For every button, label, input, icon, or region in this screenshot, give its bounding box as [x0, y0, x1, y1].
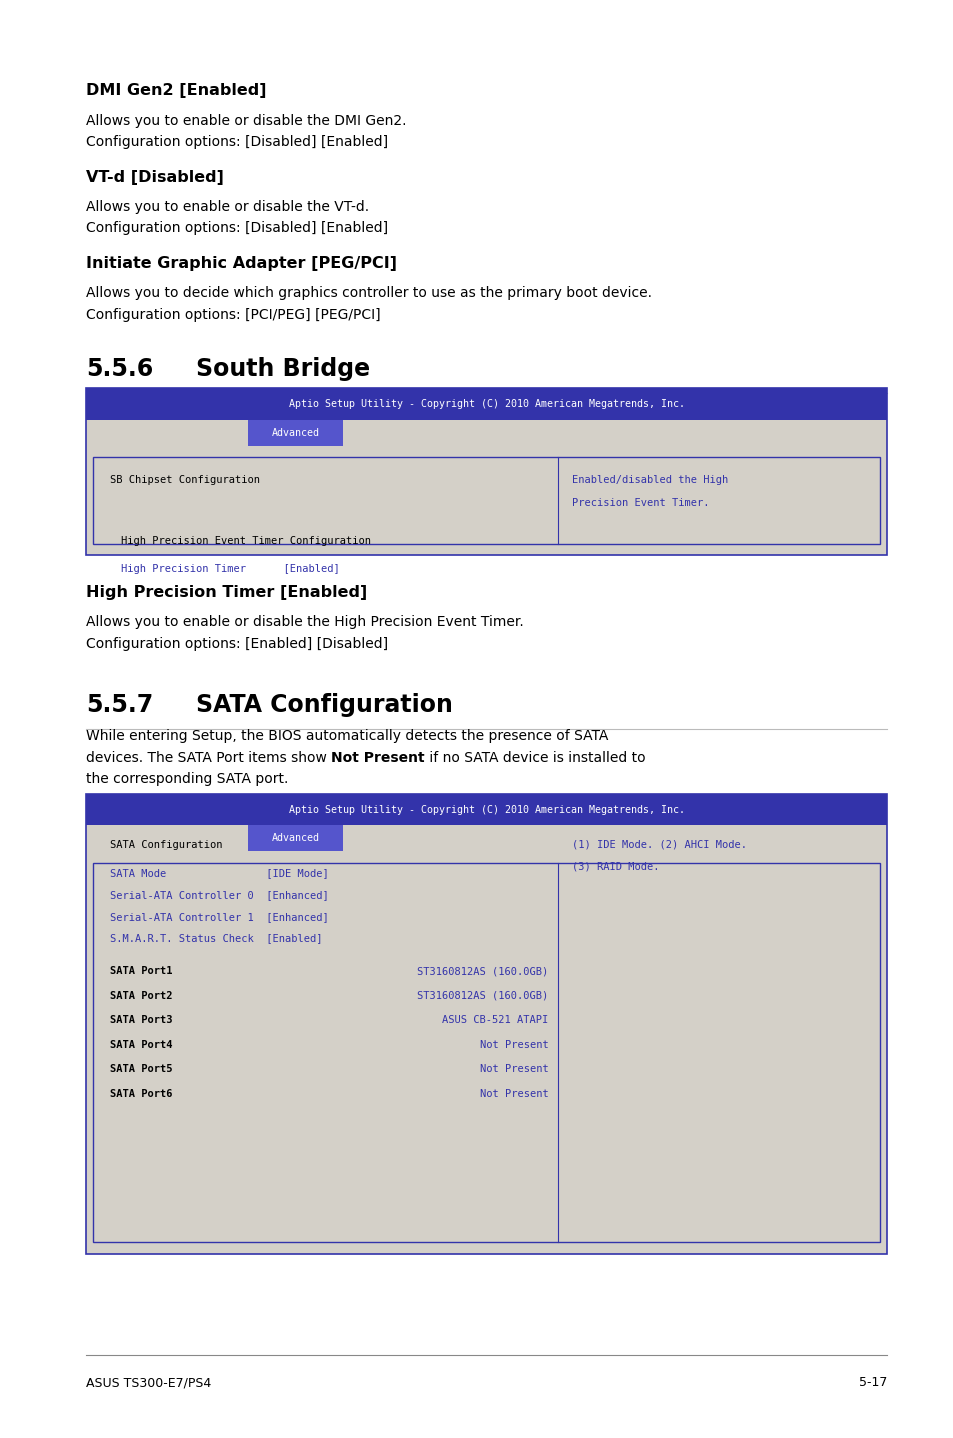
Text: High Precision Timer      [Enabled]: High Precision Timer [Enabled] [121, 564, 339, 574]
Text: SATA Mode                [IDE Mode]: SATA Mode [IDE Mode] [110, 869, 328, 879]
Text: SATA Port4: SATA Port4 [110, 1040, 172, 1050]
Text: While entering Setup, the BIOS automatically detects the presence of SATA: While entering Setup, the BIOS automatic… [86, 729, 608, 743]
FancyBboxPatch shape [86, 388, 886, 420]
Text: SATA Port2: SATA Port2 [110, 991, 172, 1001]
Text: VT-d [Disabled]: VT-d [Disabled] [86, 170, 224, 184]
Text: SATA Configuration: SATA Configuration [195, 693, 452, 718]
Text: Configuration options: [Disabled] [Enabled]: Configuration options: [Disabled] [Enabl… [86, 135, 388, 150]
Text: Initiate Graphic Adapter [PEG/PCI]: Initiate Graphic Adapter [PEG/PCI] [86, 256, 396, 270]
Text: Aptio Setup Utility - Copyright (C) 2010 American Megatrends, Inc.: Aptio Setup Utility - Copyright (C) 2010… [288, 400, 684, 408]
Text: S.M.A.R.T. Status Check  [Enabled]: S.M.A.R.T. Status Check [Enabled] [110, 933, 322, 943]
Text: SB Chipset Configuration: SB Chipset Configuration [110, 475, 259, 485]
Text: ASUS TS300-E7/PS4: ASUS TS300-E7/PS4 [86, 1376, 211, 1389]
Text: SATA Port1: SATA Port1 [110, 966, 172, 976]
Text: Not Present: Not Present [479, 1040, 548, 1050]
Text: High Precision Timer [Enabled]: High Precision Timer [Enabled] [86, 585, 367, 600]
FancyBboxPatch shape [93, 863, 879, 1242]
Text: (3) RAID Mode.: (3) RAID Mode. [572, 861, 659, 871]
Text: Configuration options: [Enabled] [Disabled]: Configuration options: [Enabled] [Disabl… [86, 637, 388, 651]
Text: Not Present: Not Present [331, 751, 424, 765]
FancyBboxPatch shape [248, 825, 343, 851]
Text: ST3160812AS (160.0GB): ST3160812AS (160.0GB) [416, 966, 548, 976]
Text: Not Present: Not Present [479, 1089, 548, 1099]
Text: South Bridge: South Bridge [195, 357, 370, 381]
Text: Allows you to decide which graphics controller to use as the primary boot device: Allows you to decide which graphics cont… [86, 286, 651, 301]
Text: Advanced: Advanced [272, 429, 319, 437]
Text: Precision Event Timer.: Precision Event Timer. [572, 498, 709, 508]
Text: devices. The SATA Port items show: devices. The SATA Port items show [86, 751, 331, 765]
Text: SATA Port5: SATA Port5 [110, 1064, 172, 1074]
FancyBboxPatch shape [93, 457, 879, 544]
Text: Enabled/disabled the High: Enabled/disabled the High [572, 475, 728, 485]
Text: SATA Port6: SATA Port6 [110, 1089, 172, 1099]
Text: Advanced: Advanced [272, 834, 319, 843]
Text: SATA Configuration: SATA Configuration [110, 840, 222, 850]
Text: ST3160812AS (160.0GB): ST3160812AS (160.0GB) [416, 991, 548, 1001]
FancyBboxPatch shape [86, 388, 886, 555]
FancyBboxPatch shape [86, 794, 886, 825]
Text: Allows you to enable or disable the DMI Gen2.: Allows you to enable or disable the DMI … [86, 114, 406, 128]
Text: if no SATA device is installed to: if no SATA device is installed to [424, 751, 644, 765]
Text: DMI Gen2 [Enabled]: DMI Gen2 [Enabled] [86, 83, 266, 98]
Text: 5-17: 5-17 [858, 1376, 886, 1389]
Text: Allows you to enable or disable the High Precision Event Timer.: Allows you to enable or disable the High… [86, 615, 523, 630]
FancyBboxPatch shape [248, 420, 343, 446]
Text: SATA Port3: SATA Port3 [110, 1015, 172, 1025]
Text: 5.5.6: 5.5.6 [86, 357, 152, 381]
Text: Configuration options: [PCI/PEG] [PEG/PCI]: Configuration options: [PCI/PEG] [PEG/PC… [86, 308, 380, 322]
Text: Serial-ATA Controller 0  [Enhanced]: Serial-ATA Controller 0 [Enhanced] [110, 890, 328, 900]
Text: Configuration options: [Disabled] [Enabled]: Configuration options: [Disabled] [Enabl… [86, 221, 388, 236]
Text: the corresponding SATA port.: the corresponding SATA port. [86, 772, 288, 787]
Text: (1) IDE Mode. (2) AHCI Mode.: (1) IDE Mode. (2) AHCI Mode. [572, 840, 746, 850]
Text: Aptio Setup Utility - Copyright (C) 2010 American Megatrends, Inc.: Aptio Setup Utility - Copyright (C) 2010… [288, 805, 684, 814]
Text: ASUS CB-521 ATAPI: ASUS CB-521 ATAPI [442, 1015, 548, 1025]
Text: High Precision Event Timer Configuration: High Precision Event Timer Configuration [121, 536, 371, 546]
Text: Allows you to enable or disable the VT-d.: Allows you to enable or disable the VT-d… [86, 200, 369, 214]
Text: 5.5.7: 5.5.7 [86, 693, 152, 718]
Text: Not Present: Not Present [479, 1064, 548, 1074]
FancyBboxPatch shape [86, 794, 886, 1254]
Text: Serial-ATA Controller 1  [Enhanced]: Serial-ATA Controller 1 [Enhanced] [110, 912, 328, 922]
